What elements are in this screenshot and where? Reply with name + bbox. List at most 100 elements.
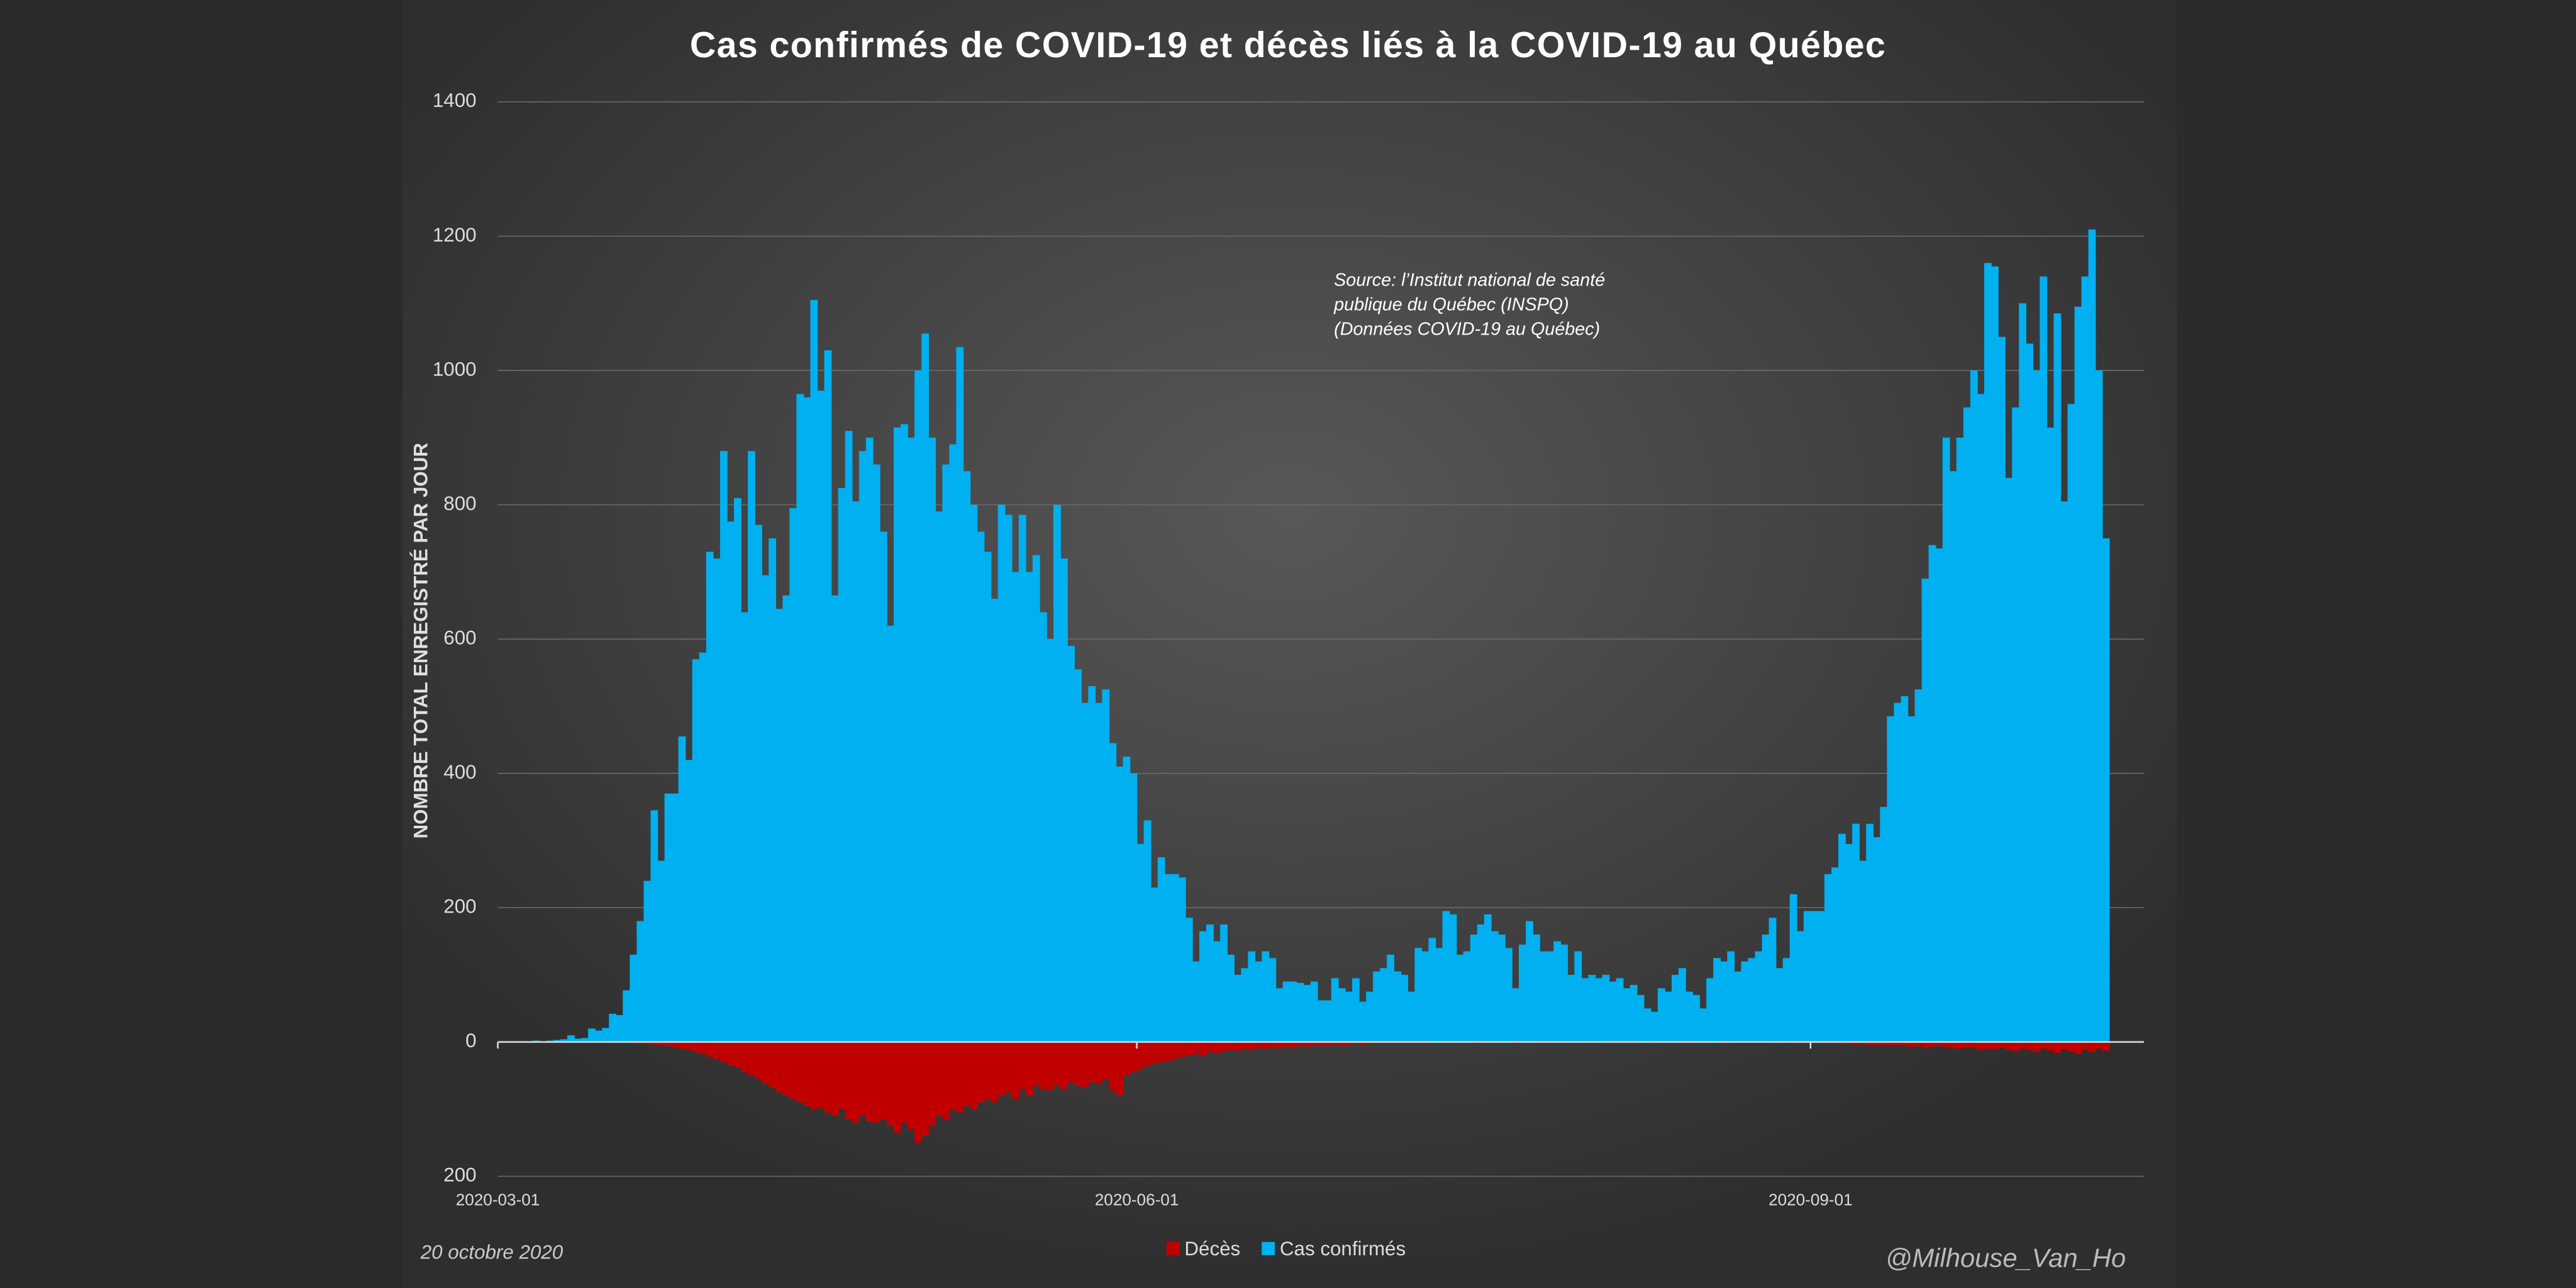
bar <box>741 1041 748 1072</box>
bar <box>901 424 908 1042</box>
bar <box>2012 1041 2019 1052</box>
bar <box>1775 968 1784 1042</box>
bar <box>650 1041 658 1045</box>
bar <box>2060 1041 2068 1050</box>
bar <box>789 508 797 1042</box>
bar <box>1546 951 1555 1042</box>
bar <box>1526 921 1533 1042</box>
bar <box>1421 951 1430 1042</box>
bar <box>713 1041 721 1059</box>
bar <box>1741 961 1749 1042</box>
bar <box>1435 948 1443 1042</box>
bar <box>1130 1041 1138 1072</box>
bar <box>1234 975 1242 1042</box>
bar <box>1039 612 1047 1042</box>
bar <box>997 1041 1006 1096</box>
bar <box>1032 555 1040 1042</box>
bar <box>1984 263 1992 1042</box>
bar <box>1289 981 1297 1042</box>
bar <box>1039 1041 1047 1089</box>
bar <box>1338 988 1346 1042</box>
bar <box>1734 971 1742 1042</box>
bar <box>726 1041 735 1066</box>
chart-title: Cas confirmés de COVID-19 et décès liés … <box>690 25 1886 65</box>
bar <box>1102 1041 1110 1079</box>
bar <box>755 525 762 1042</box>
bar <box>872 464 880 1042</box>
bar <box>671 1041 679 1048</box>
bar <box>643 1041 652 1045</box>
bar <box>1636 995 1645 1042</box>
bar <box>769 1041 777 1088</box>
bar <box>984 1041 992 1099</box>
bar <box>1720 961 1728 1042</box>
bar <box>1852 823 1860 1042</box>
bar <box>1296 1041 1304 1046</box>
bar <box>1317 1000 1325 1042</box>
bar <box>1255 961 1263 1042</box>
bar <box>1852 1041 1860 1045</box>
legend-label: Cas confirmés <box>1280 1238 1406 1260</box>
bar <box>2074 1041 2082 1055</box>
bar <box>1227 955 1235 1042</box>
bar <box>1977 1041 1985 1050</box>
bar <box>719 451 728 1042</box>
bar <box>970 504 978 1042</box>
bar <box>1540 951 1547 1042</box>
bar <box>810 299 818 1042</box>
bar <box>1602 975 1610 1042</box>
bar <box>2067 404 2075 1042</box>
bar <box>1109 743 1117 1042</box>
bar <box>616 1015 624 1042</box>
bar <box>1185 918 1193 1042</box>
x-tick-label: 2020-03-01 <box>456 1190 540 1209</box>
bar <box>748 451 755 1042</box>
bar <box>1025 1041 1033 1096</box>
bar <box>1456 955 1464 1042</box>
bar <box>1553 941 1562 1042</box>
bar <box>1171 1041 1179 1059</box>
bar <box>1018 514 1026 1042</box>
bar <box>664 1041 672 1046</box>
bar <box>678 1041 686 1049</box>
bar <box>1004 514 1013 1042</box>
bar <box>858 451 867 1042</box>
bar <box>678 736 686 1042</box>
bar <box>719 1041 728 1062</box>
bar <box>2040 276 2048 1042</box>
bar <box>1970 370 1978 1042</box>
bar <box>2053 1041 2062 1053</box>
x-tick-label: 2020-06-01 <box>1095 1190 1179 1209</box>
bar <box>602 1028 610 1042</box>
bar <box>824 350 832 1042</box>
bar <box>1963 407 1971 1042</box>
bar <box>1178 1041 1186 1057</box>
bar <box>1928 545 1936 1042</box>
bar <box>1234 1041 1242 1051</box>
bar <box>1470 934 1478 1042</box>
bar <box>1123 757 1131 1042</box>
y-tick-label: 1000 <box>433 358 477 380</box>
bar <box>1817 911 1825 1042</box>
bar <box>1150 887 1158 1042</box>
bar <box>636 921 645 1042</box>
bar <box>2005 1041 2012 1050</box>
bar <box>810 1041 818 1109</box>
bar <box>2102 1041 2110 1051</box>
y-tick-label: 200 <box>443 1164 476 1186</box>
bar <box>657 1041 665 1046</box>
bar <box>1664 991 1672 1042</box>
bar <box>748 1041 755 1076</box>
bar <box>2088 229 2096 1042</box>
bar <box>1206 924 1214 1042</box>
bar <box>1643 1008 1652 1042</box>
bar <box>588 1028 596 1042</box>
bar <box>1970 1041 1978 1048</box>
bar <box>935 1041 943 1116</box>
bar <box>928 1041 936 1126</box>
bar <box>1220 1041 1228 1052</box>
bar <box>1623 988 1631 1042</box>
bar <box>1838 833 1846 1042</box>
bar <box>886 1041 894 1126</box>
